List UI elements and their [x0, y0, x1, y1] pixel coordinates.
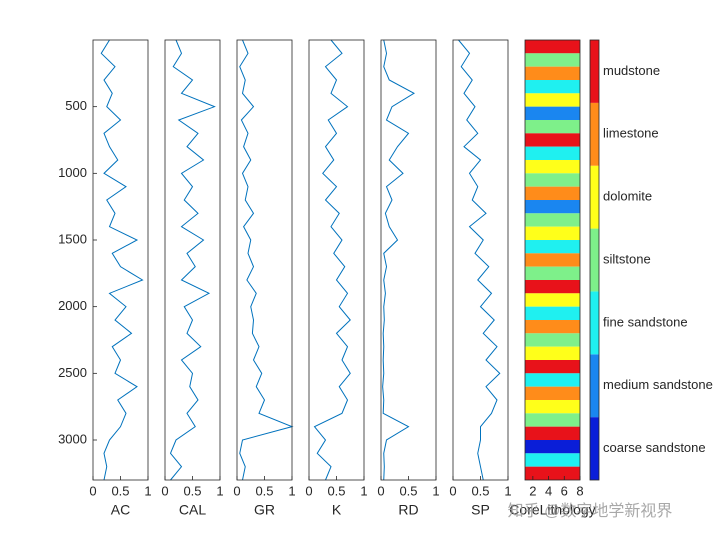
- colorbar-swatch: [590, 354, 599, 418]
- lithology-band: [525, 133, 580, 147]
- colorbar-label: siltstone: [603, 251, 651, 266]
- lithology-band: [525, 293, 580, 307]
- colorbar-swatch: [590, 165, 599, 229]
- x-tick-label: 0.5: [399, 483, 417, 498]
- log-curve: [169, 39, 216, 481]
- lithology-band: [525, 226, 580, 240]
- x-axis-label: K: [332, 502, 342, 518]
- x-axis-label: RD: [398, 502, 418, 518]
- lithology-band: [525, 306, 580, 320]
- log-curve: [239, 39, 294, 481]
- x-tick-label: 2: [529, 483, 536, 498]
- colorbar-label: limestone: [603, 126, 659, 141]
- lithology-band: [525, 213, 580, 227]
- lithology-band: [525, 333, 580, 347]
- x-tick-label: 0.5: [183, 483, 201, 498]
- x-tick-label: 0.5: [471, 483, 489, 498]
- x-tick-label: 0.5: [255, 483, 273, 498]
- lithology-band: [525, 186, 580, 200]
- lithology-band: [525, 373, 580, 387]
- track-frame: [524, 39, 581, 481]
- lithology-band: [525, 413, 580, 427]
- lithology-band: [525, 400, 580, 414]
- lithology-band: [525, 253, 580, 267]
- y-tick-label: 2000: [58, 298, 87, 313]
- x-axis-label: SP: [471, 502, 490, 518]
- lithology-band: [525, 386, 580, 400]
- x-tick-label: 1: [360, 483, 367, 498]
- x-tick-label: 0: [89, 483, 96, 498]
- x-tick-label: 0: [233, 483, 240, 498]
- colorbar-swatch: [590, 40, 599, 103]
- lithology-band: [525, 266, 580, 280]
- watermark: 知乎 @数字地学新视界: [508, 502, 673, 520]
- x-tick-label: 0: [449, 483, 456, 498]
- x-tick-label: 0: [161, 483, 168, 498]
- lithology-band: [525, 440, 580, 454]
- colorbar-swatch: [590, 228, 599, 292]
- lithology-band: [525, 200, 580, 214]
- lithology-band: [525, 240, 580, 254]
- x-tick-label: 0: [377, 483, 384, 498]
- y-tick-label: 1500: [58, 231, 87, 246]
- colorbar-swatch: [590, 102, 599, 166]
- y-tick-label: 1000: [58, 165, 87, 180]
- x-axis-label: CoreLithology: [509, 502, 595, 518]
- colorbar-label: mudstone: [603, 63, 660, 78]
- lithology-band: [525, 453, 580, 467]
- lithology-band: [525, 320, 580, 334]
- log-curve: [100, 39, 144, 481]
- track-frame: [380, 39, 437, 481]
- track-frame: [452, 39, 509, 481]
- x-tick-label: 8: [576, 483, 583, 498]
- log-curve: [458, 39, 501, 481]
- x-tick-label: 0.5: [327, 483, 345, 498]
- colorbar-label: coarse sandstone: [603, 440, 706, 455]
- lithology-band: [525, 106, 580, 120]
- y-tick-label: 3000: [58, 431, 87, 446]
- track-frame: [308, 39, 365, 481]
- colorbar-label: medium sandstone: [603, 377, 713, 392]
- lithology-band: [525, 346, 580, 360]
- x-tick-label: 1: [288, 483, 295, 498]
- x-tick-label: 1: [432, 483, 439, 498]
- lithology-band: [525, 146, 580, 160]
- lithology-band: [525, 66, 580, 80]
- lithology-band: [525, 360, 580, 374]
- y-tick-label: 500: [65, 98, 87, 113]
- x-tick-label: 0.5: [111, 483, 129, 498]
- x-axis-label: AC: [111, 502, 130, 518]
- colorbar-label: dolomite: [603, 189, 652, 204]
- x-tick-label: 6: [561, 483, 568, 498]
- lithology-band: [525, 173, 580, 187]
- x-tick-label: 1: [504, 483, 511, 498]
- lithology-band: [525, 93, 580, 107]
- x-tick-label: 4: [545, 483, 552, 498]
- lithology-band: [525, 466, 580, 480]
- colorbar-swatch: [590, 417, 599, 480]
- lithology-band: [525, 160, 580, 174]
- track-frame: [92, 39, 149, 481]
- x-tick-label: 1: [216, 483, 223, 498]
- lithology-band: [525, 40, 580, 54]
- colorbar-label: fine sandstone: [603, 314, 688, 329]
- track-frame: [236, 39, 293, 481]
- log-curve: [313, 39, 351, 481]
- lithology-band: [525, 53, 580, 67]
- x-tick-label: 1: [144, 483, 151, 498]
- y-tick-label: 2500: [58, 365, 87, 380]
- colorbar-swatch: [590, 291, 599, 355]
- x-tick-label: 0: [305, 483, 312, 498]
- lithology-band: [525, 280, 580, 294]
- lithology-band: [525, 426, 580, 440]
- x-axis-label: CAL: [179, 502, 206, 518]
- colorbar-frame: [589, 39, 600, 481]
- x-axis-label: GR: [254, 502, 275, 518]
- lithology-band: [525, 80, 580, 94]
- lithology-band: [525, 120, 580, 134]
- log-curve: [382, 39, 416, 481]
